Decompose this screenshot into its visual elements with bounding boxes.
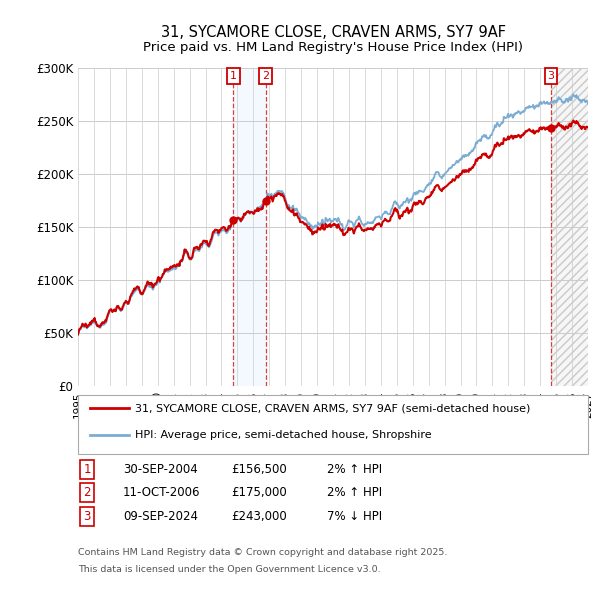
Text: 11-OCT-2006: 11-OCT-2006 <box>123 486 200 499</box>
Text: 7% ↓ HPI: 7% ↓ HPI <box>327 510 382 523</box>
Bar <box>551 68 588 386</box>
Text: £156,500: £156,500 <box>231 463 287 476</box>
Text: Contains HM Land Registry data © Crown copyright and database right 2025.: Contains HM Land Registry data © Crown c… <box>78 548 448 556</box>
Text: 30-SEP-2004: 30-SEP-2004 <box>123 463 198 476</box>
Text: This data is licensed under the Open Government Licence v3.0.: This data is licensed under the Open Gov… <box>78 565 380 574</box>
Bar <box>551 68 588 386</box>
Text: 31, SYCAMORE CLOSE, CRAVEN ARMS, SY7 9AF (semi-detached house): 31, SYCAMORE CLOSE, CRAVEN ARMS, SY7 9AF… <box>135 404 530 413</box>
Text: 09-SEP-2024: 09-SEP-2024 <box>123 510 198 523</box>
Text: 1: 1 <box>230 71 237 81</box>
Bar <box>233 68 266 386</box>
Text: 3: 3 <box>548 71 554 81</box>
Text: 3: 3 <box>83 510 91 523</box>
Text: £243,000: £243,000 <box>231 510 287 523</box>
Text: 1: 1 <box>83 463 91 476</box>
Text: HPI: Average price, semi-detached house, Shropshire: HPI: Average price, semi-detached house,… <box>135 431 431 440</box>
Text: 2: 2 <box>262 71 269 81</box>
Text: 2: 2 <box>83 486 91 499</box>
Text: £175,000: £175,000 <box>231 486 287 499</box>
Text: 31, SYCAMORE CLOSE, CRAVEN ARMS, SY7 9AF: 31, SYCAMORE CLOSE, CRAVEN ARMS, SY7 9AF <box>161 25 506 40</box>
Text: 2% ↑ HPI: 2% ↑ HPI <box>327 463 382 476</box>
Text: 2% ↑ HPI: 2% ↑ HPI <box>327 486 382 499</box>
Text: Price paid vs. HM Land Registry's House Price Index (HPI): Price paid vs. HM Land Registry's House … <box>143 41 523 54</box>
